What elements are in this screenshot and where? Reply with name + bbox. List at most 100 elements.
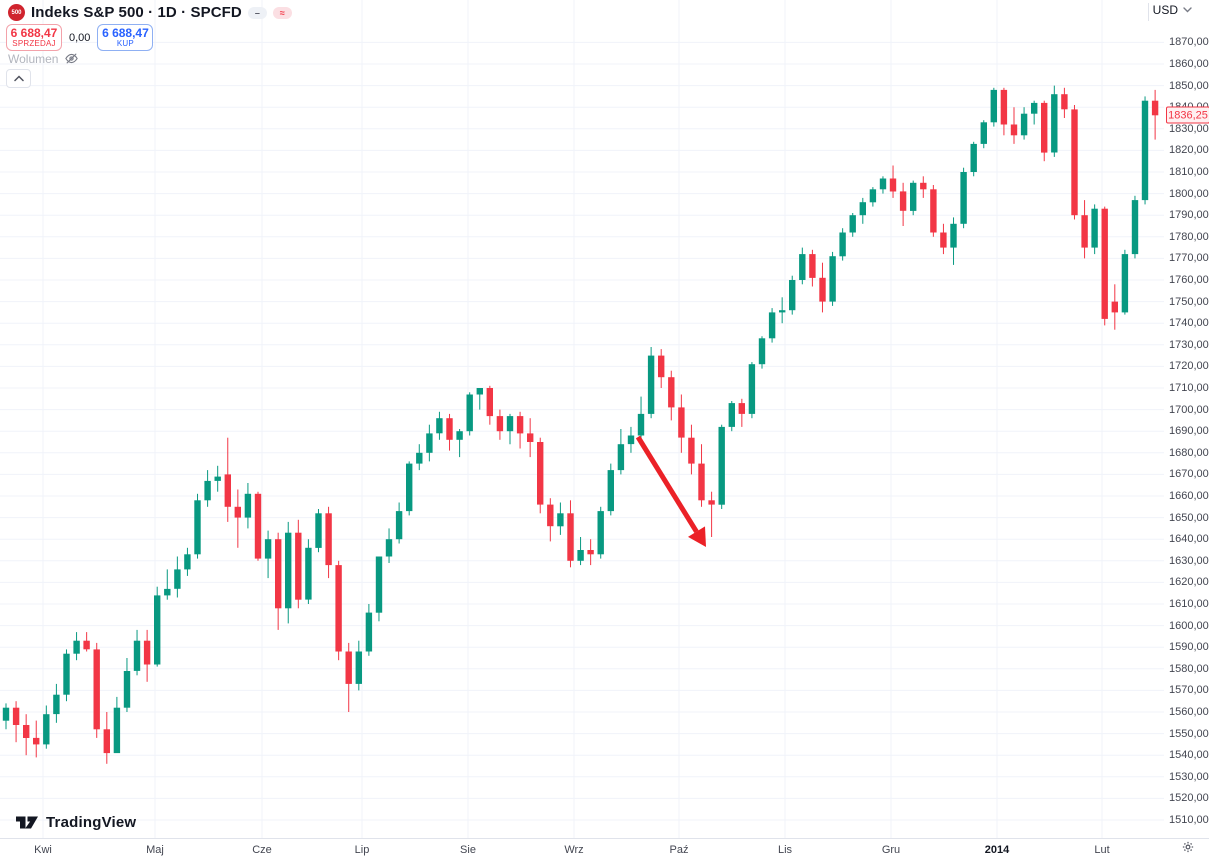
candle-body bbox=[1141, 100, 1149, 201]
trade-panel: 6 688,47 SPRZEDAJ 0,00 6 688,47 KUP bbox=[6, 24, 154, 51]
candle-body bbox=[365, 612, 373, 652]
candle-body bbox=[748, 364, 756, 414]
candle-body bbox=[970, 143, 977, 172]
eye-off-icon[interactable] bbox=[64, 51, 79, 66]
candle-body bbox=[446, 418, 453, 440]
price-tick-label: 1530,00 bbox=[1169, 770, 1209, 783]
candle-body bbox=[133, 640, 141, 671]
candle-body bbox=[295, 532, 302, 600]
price-tick-label: 1710,00 bbox=[1169, 382, 1209, 394]
price-tick-label: 1790,00 bbox=[1169, 209, 1209, 222]
price-tick-label: 1560,00 bbox=[1169, 706, 1209, 718]
candle-body bbox=[678, 407, 685, 438]
candle-body bbox=[305, 547, 312, 600]
candle-body bbox=[1111, 301, 1118, 313]
spread-value: 0,00 bbox=[69, 31, 91, 44]
candle-body bbox=[406, 463, 413, 512]
candle-body bbox=[1041, 102, 1048, 153]
candle-body bbox=[809, 254, 816, 278]
candle-body bbox=[516, 416, 524, 434]
price-tick-label: 1800,00 bbox=[1169, 187, 1209, 200]
candle-body bbox=[668, 377, 675, 408]
price-tick-label: 1610,00 bbox=[1169, 598, 1209, 610]
candle-body bbox=[577, 550, 584, 561]
candle-body bbox=[557, 513, 564, 527]
time-tick-label: Lis bbox=[777, 844, 793, 856]
candlestick-series bbox=[2, 85, 1159, 764]
price-tick-label: 1750,00 bbox=[1169, 295, 1209, 308]
candle-body bbox=[204, 480, 211, 501]
price-tick-label: 1760,00 bbox=[1169, 274, 1209, 286]
candle-body bbox=[839, 232, 846, 257]
buy-label: KUP bbox=[116, 38, 134, 48]
candle-body bbox=[355, 651, 362, 684]
candle-body bbox=[527, 433, 534, 442]
candle-body bbox=[73, 640, 80, 654]
price-tick-label: 1590,00 bbox=[1169, 641, 1209, 654]
candle-body bbox=[103, 729, 110, 754]
time-tick-label: Lip bbox=[354, 844, 370, 856]
candle-body bbox=[647, 355, 655, 414]
price-axis[interactable]: 1510,00 1520,00 1530,00 1540,00 1550,00 1560,… bbox=[1165, 0, 1209, 838]
tradingview-brand[interactable]: TradingView bbox=[16, 814, 136, 831]
arrow-shaft bbox=[635, 435, 699, 534]
price-tick-label: 1680,00 bbox=[1169, 446, 1209, 459]
candle-body bbox=[819, 277, 826, 302]
currency-selector[interactable]: USD bbox=[1153, 3, 1192, 17]
time-tick-label: 2014 bbox=[984, 844, 1010, 856]
candle-body bbox=[910, 182, 917, 211]
candle-body bbox=[1081, 215, 1088, 248]
candle-body bbox=[2, 707, 10, 721]
candle-body bbox=[123, 671, 131, 708]
buy-button[interactable]: 6 688,47 KUP bbox=[97, 24, 154, 51]
price-tick-label: 1670,00 bbox=[1169, 468, 1209, 481]
candle-body bbox=[627, 435, 635, 445]
candle-body bbox=[184, 554, 191, 570]
candle-body bbox=[859, 202, 866, 216]
candle-body bbox=[113, 707, 121, 754]
candle-body bbox=[275, 539, 282, 609]
sell-button[interactable]: 6 688,47 SPRZEDAJ bbox=[6, 24, 62, 51]
candle-body bbox=[617, 444, 625, 471]
time-tick-label: Wrz bbox=[564, 844, 584, 856]
candle-body bbox=[1091, 208, 1098, 248]
candle-body bbox=[345, 651, 352, 684]
candle-body bbox=[688, 437, 695, 464]
candle-body bbox=[920, 182, 927, 190]
time-tick-label: Cze bbox=[252, 844, 272, 856]
candle-body bbox=[768, 312, 776, 339]
candle-body bbox=[738, 403, 745, 414]
price-tick-label: 1690,00 bbox=[1169, 425, 1209, 438]
legend-change-pill[interactable]: ≈ bbox=[272, 6, 292, 19]
candle-body bbox=[93, 649, 100, 730]
candle-body bbox=[990, 89, 997, 123]
time-axis[interactable]: Kwi Maj Cze Lip Sie Wrz Paź Lis Gru 2014 Lut bbox=[0, 838, 1209, 863]
time-tick-label: Sie bbox=[460, 844, 476, 856]
time-tick-label: Paź bbox=[669, 844, 689, 856]
candle-body bbox=[1121, 254, 1129, 313]
price-tick-label: 1620,00 bbox=[1169, 576, 1209, 589]
price-tick-label: 1780,00 bbox=[1169, 230, 1209, 243]
symbol-legend[interactable]: 500 Indeks S&P 500 · 1D · SPCFD – ≈ bbox=[8, 4, 292, 21]
trend-arrow-annotation[interactable] bbox=[635, 435, 706, 547]
candle-body bbox=[980, 122, 987, 144]
indicator-legend[interactable]: Wolumen bbox=[8, 51, 79, 66]
candle-body bbox=[486, 388, 493, 417]
candle-body bbox=[154, 595, 161, 665]
price-tick-label: 1540,00 bbox=[1169, 749, 1209, 762]
time-axis-settings-button[interactable] bbox=[1179, 838, 1196, 855]
price-tick-label: 1730,00 bbox=[1169, 338, 1209, 351]
candle-body bbox=[395, 511, 403, 540]
candle-body bbox=[597, 511, 604, 555]
price-tick-label: 1720,00 bbox=[1169, 360, 1209, 373]
price-tick-label: 1640,00 bbox=[1169, 533, 1209, 546]
legend-minus-pill[interactable]: – bbox=[247, 6, 267, 19]
collapse-legend-button[interactable] bbox=[6, 69, 31, 88]
candle-body bbox=[143, 640, 151, 665]
price-tick-label: 1630,00 bbox=[1169, 554, 1209, 567]
candle-body bbox=[1061, 94, 1068, 110]
candle-body bbox=[335, 565, 342, 652]
price-tick-label: 1740,00 bbox=[1169, 317, 1209, 330]
candle-body bbox=[23, 725, 30, 738]
